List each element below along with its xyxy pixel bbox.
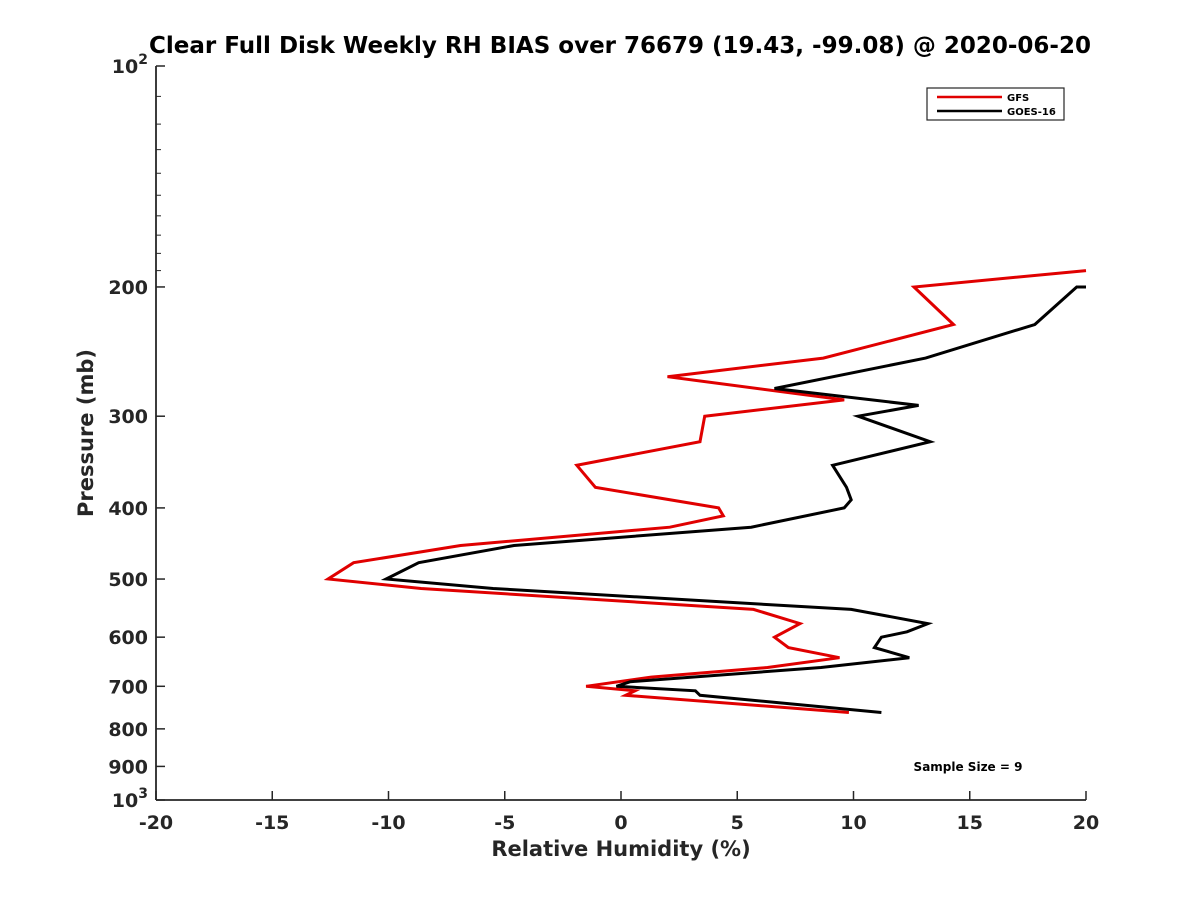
x-tick-label: 15 [957, 812, 983, 834]
x-tick-label: 10 [840, 812, 866, 834]
x-tick-label: -20 [139, 812, 173, 834]
series-line-gfs [323, 269, 1087, 714]
x-ticks: -20 -15 -10 -5 0 5 10 15 20 [139, 791, 1099, 834]
sample-size-annotation: Sample Size = 9 [914, 760, 1023, 774]
x-tick-label: 0 [614, 812, 627, 834]
x-tick-label: 5 [731, 812, 744, 834]
y-ticks: 102 200 300 400 500 600 700 800 900 103 [108, 52, 165, 812]
y-tick-label: 300 [108, 406, 148, 428]
legend-label-gfs: GFS [1007, 93, 1029, 104]
y-tick-label: 600 [108, 627, 148, 649]
x-tick-label: -10 [371, 812, 405, 834]
series-layer [323, 269, 1087, 714]
y-tick-label: 700 [108, 676, 148, 698]
y-tick-label: 800 [108, 719, 148, 741]
y-tick-label: 400 [108, 498, 148, 520]
x-tick-label: -5 [494, 812, 515, 834]
legend-box [926, 87, 1065, 121]
legend-label-goes16: GOES-16 [1007, 107, 1056, 118]
x-tick-label: 20 [1073, 812, 1099, 834]
series-line-goes16 [380, 285, 1086, 714]
y-tick-label: 102 [112, 52, 148, 78]
y-tick-label: 900 [108, 756, 148, 778]
legend: GFS GOES-16 [926, 87, 1065, 121]
y-tick-label: 103 [112, 786, 148, 812]
x-tick-label: -15 [255, 812, 289, 834]
y-tick-label: 200 [108, 277, 148, 299]
chart-title: Clear Full Disk Weekly RH BIAS over 7667… [149, 33, 1091, 59]
x-axis-label: Relative Humidity (%) [491, 837, 750, 861]
y-axis-label: Pressure (mb) [74, 349, 98, 517]
y-tick-label: 500 [108, 569, 148, 591]
